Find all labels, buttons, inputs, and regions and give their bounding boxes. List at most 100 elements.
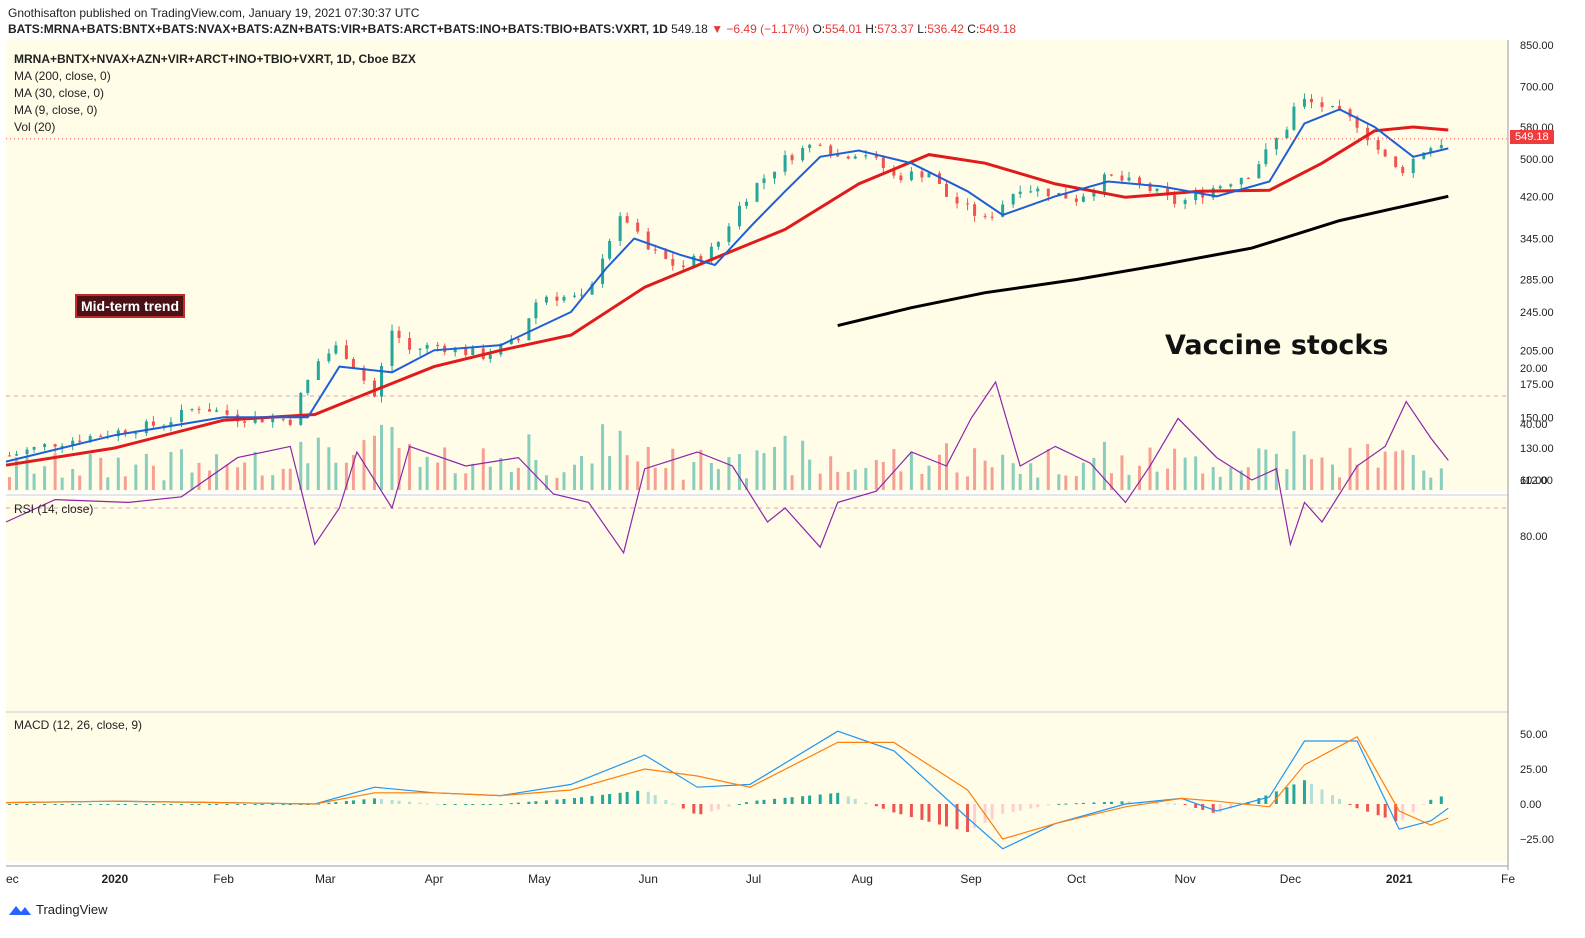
volume-bar (874, 459, 878, 490)
ma30-line (5, 125, 1449, 467)
macd-hist-bar (8, 804, 12, 805)
candle-body (709, 246, 713, 261)
volume-bar (773, 447, 777, 490)
volume-bar (253, 451, 257, 490)
macd-hist-bar (271, 804, 275, 805)
volume-bar (1366, 444, 1370, 490)
volume-bar (625, 455, 629, 490)
candle-body (15, 454, 19, 456)
macd-hist-bar (829, 793, 833, 804)
legend-macd: MACD (12, 26, close, 9) (14, 718, 143, 732)
volume-bar (892, 448, 896, 490)
volume-bar (590, 463, 594, 490)
volume-bar (1102, 441, 1106, 490)
candle-body (544, 296, 548, 303)
volume-bar (106, 477, 110, 490)
volume-bar (618, 430, 622, 490)
footer[interactable]: TradingView (8, 902, 108, 917)
volume-bar (1029, 463, 1033, 490)
last-price-tag: 549.18 (1510, 130, 1554, 144)
candle-body (25, 449, 29, 455)
candle-body (671, 258, 675, 266)
macd-hist-bar (744, 802, 748, 804)
candle-body (99, 436, 103, 438)
volume-bar (636, 461, 640, 490)
macd-hist-bar (1411, 804, 1415, 813)
macd-hist-bar (351, 800, 355, 804)
volume-bar (43, 466, 47, 490)
volume-bar (351, 455, 355, 490)
low-label: L: (917, 22, 928, 36)
candle-body (8, 455, 12, 457)
macd-hist-bar (808, 795, 812, 804)
candle-body (1029, 191, 1033, 193)
volume-bar (1046, 449, 1050, 490)
candle-body (1120, 175, 1124, 181)
volume-bar (144, 453, 148, 490)
macd-hist-bar (71, 804, 75, 805)
volume-bar (344, 462, 348, 490)
macd-hist-bar (53, 804, 57, 805)
candle-body (1183, 200, 1187, 204)
candle-body (1138, 177, 1142, 184)
volume-bar (116, 457, 120, 490)
time-tick-label: Nov (1174, 872, 1195, 886)
macd-hist-bar (773, 798, 777, 804)
macd-hist-bar (544, 800, 548, 804)
candle-body (123, 430, 127, 435)
candle-body (920, 171, 924, 178)
macd-hist-bar (1120, 801, 1124, 804)
volume-bar (243, 462, 247, 490)
macd-hist-bar (709, 804, 713, 812)
price-tick-label: 700.00 (1520, 82, 1554, 94)
candle-body (397, 330, 401, 339)
macd-hist-bar (1331, 795, 1335, 804)
macd-hist-bar (464, 804, 468, 805)
candle-body (580, 294, 584, 296)
macd-hist-bar (60, 804, 64, 805)
volume-bar (1138, 465, 1142, 490)
candle-body (1338, 105, 1342, 110)
candle-body (853, 156, 857, 159)
candle-body (1429, 148, 1433, 153)
volume-bar (955, 472, 959, 490)
volume-bar (608, 456, 612, 490)
time-tick-label: Feb (213, 872, 234, 886)
price-tick-label: 420.00 (1520, 191, 1554, 203)
macd-hist-bar (372, 798, 376, 804)
candle-body (288, 419, 292, 425)
volume-bar (1127, 474, 1131, 490)
time-tick-label: 2021 (1386, 872, 1413, 886)
macd-tick-label: 50.00 (1520, 729, 1548, 741)
volume-bar (418, 466, 422, 490)
price-tick-label: 285.00 (1520, 275, 1554, 287)
macd-hist-bar (1183, 804, 1187, 805)
candle-body (53, 444, 57, 447)
macd-hist-bar (397, 800, 401, 804)
volume-bar (829, 456, 833, 490)
macd-hist-bar (618, 792, 622, 804)
volume-bar (899, 471, 903, 490)
volume-bar (1218, 476, 1222, 490)
macd-hist-bar (306, 804, 310, 805)
volume-bar (60, 477, 64, 490)
volume-bar (1376, 467, 1380, 490)
volume-bar (1439, 468, 1443, 490)
volume-bar (1429, 477, 1433, 490)
volume-bar (937, 454, 941, 490)
candle-body (555, 296, 559, 301)
volume-bar (1211, 467, 1215, 490)
candle-body (1348, 109, 1352, 117)
volume-bar (1383, 451, 1387, 490)
macd-hist-bar (699, 804, 703, 815)
volume-bar (808, 459, 812, 490)
volume-bar (1109, 473, 1113, 490)
candle-body (801, 148, 805, 161)
macd-hist-bar (681, 804, 685, 809)
macd-tick-label: 25.00 (1520, 764, 1548, 776)
candle-body (190, 408, 194, 410)
macd-hist-bar (453, 804, 457, 805)
volume-bar (646, 446, 650, 490)
volume-bar (1309, 459, 1313, 490)
